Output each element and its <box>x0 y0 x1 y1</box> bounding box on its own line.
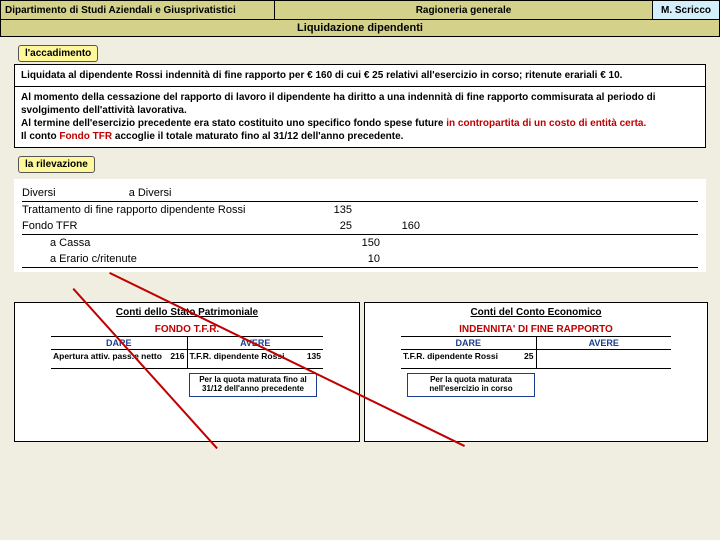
ce-rowlv: 25 <box>524 351 533 361</box>
panel-sp: Conti dello Stato Patrimoniale FONDO T.F… <box>14 302 360 442</box>
j-r2v: 135 <box>302 204 352 216</box>
box-explanation: Al momento della cessazione del rapporto… <box>14 87 706 148</box>
sp-rowl: Apertura attiv. pass.e netto <box>53 351 162 361</box>
ce-avere: AVERE <box>537 337 672 349</box>
subtitle: Liquidazione dipendenti <box>0 20 720 37</box>
box1-text: Liquidata al dipendente Rossi indennità … <box>21 70 622 81</box>
j-r5: a Erario c/ritenute <box>22 253 330 265</box>
tag-accadimento: l'accadimento <box>18 45 98 62</box>
tag-rilevazione: la rilevazione <box>18 156 95 173</box>
j-r3: Fondo TFR <box>22 220 302 232</box>
j-r1-left: Diversi <box>22 187 56 199</box>
header-row: Dipartimento di Studi Aziendali e Giuspr… <box>0 0 720 20</box>
j-r5v: 10 <box>330 253 380 265</box>
j-r3v: 25 <box>302 220 352 232</box>
sp-rowrv: 135 <box>307 351 321 361</box>
j-r3tot: 160 <box>352 220 420 232</box>
box-accadimento: Liquidata al dipendente Rossi indennità … <box>14 64 706 87</box>
sp-rowlv: 216 <box>170 351 184 361</box>
ce-rowl: T.F.R. dipendente Rossi <box>403 351 498 361</box>
header-right: M. Scricco <box>653 1 719 19</box>
ce-title: Conti del Conto Economico <box>371 307 701 318</box>
j-r4v: 150 <box>330 237 380 249</box>
box2a: Al momento della cessazione del rapporto… <box>21 92 656 116</box>
box2c3: accoglie il totale maturato fino al 31/1… <box>112 131 403 142</box>
j-r2: Trattamento di fine rapporto dipendente … <box>22 204 302 216</box>
box2b2: in contropartita di un costo di entità c… <box>446 118 646 129</box>
ce-note: Per la quota maturata nell'esercizio in … <box>407 373 535 397</box>
j-r4: a Cassa <box>22 237 330 249</box>
ce-ledger-title: INDENNITA' DI FINE RAPPORTO <box>401 324 671 337</box>
box2c1: Il conto <box>21 131 59 142</box>
journal-entry: Diversi a Diversi Trattamento di fine ra… <box>14 179 706 272</box>
box2b1: Al termine dell'esercizio precedente era… <box>21 118 446 129</box>
sp-note: Per la quota maturata fino al 31/12 dell… <box>189 373 317 397</box>
j-r1-mid: a Diversi <box>129 187 172 199</box>
sp-ledger-title: FONDO T.F.R. <box>51 324 323 337</box>
header-center: Ragioneria generale <box>275 1 653 19</box>
ce-dare: DARE <box>401 337 537 349</box>
header-left: Dipartimento di Studi Aziendali e Giuspr… <box>1 1 275 19</box>
box2c2: Fondo TFR <box>59 131 112 142</box>
